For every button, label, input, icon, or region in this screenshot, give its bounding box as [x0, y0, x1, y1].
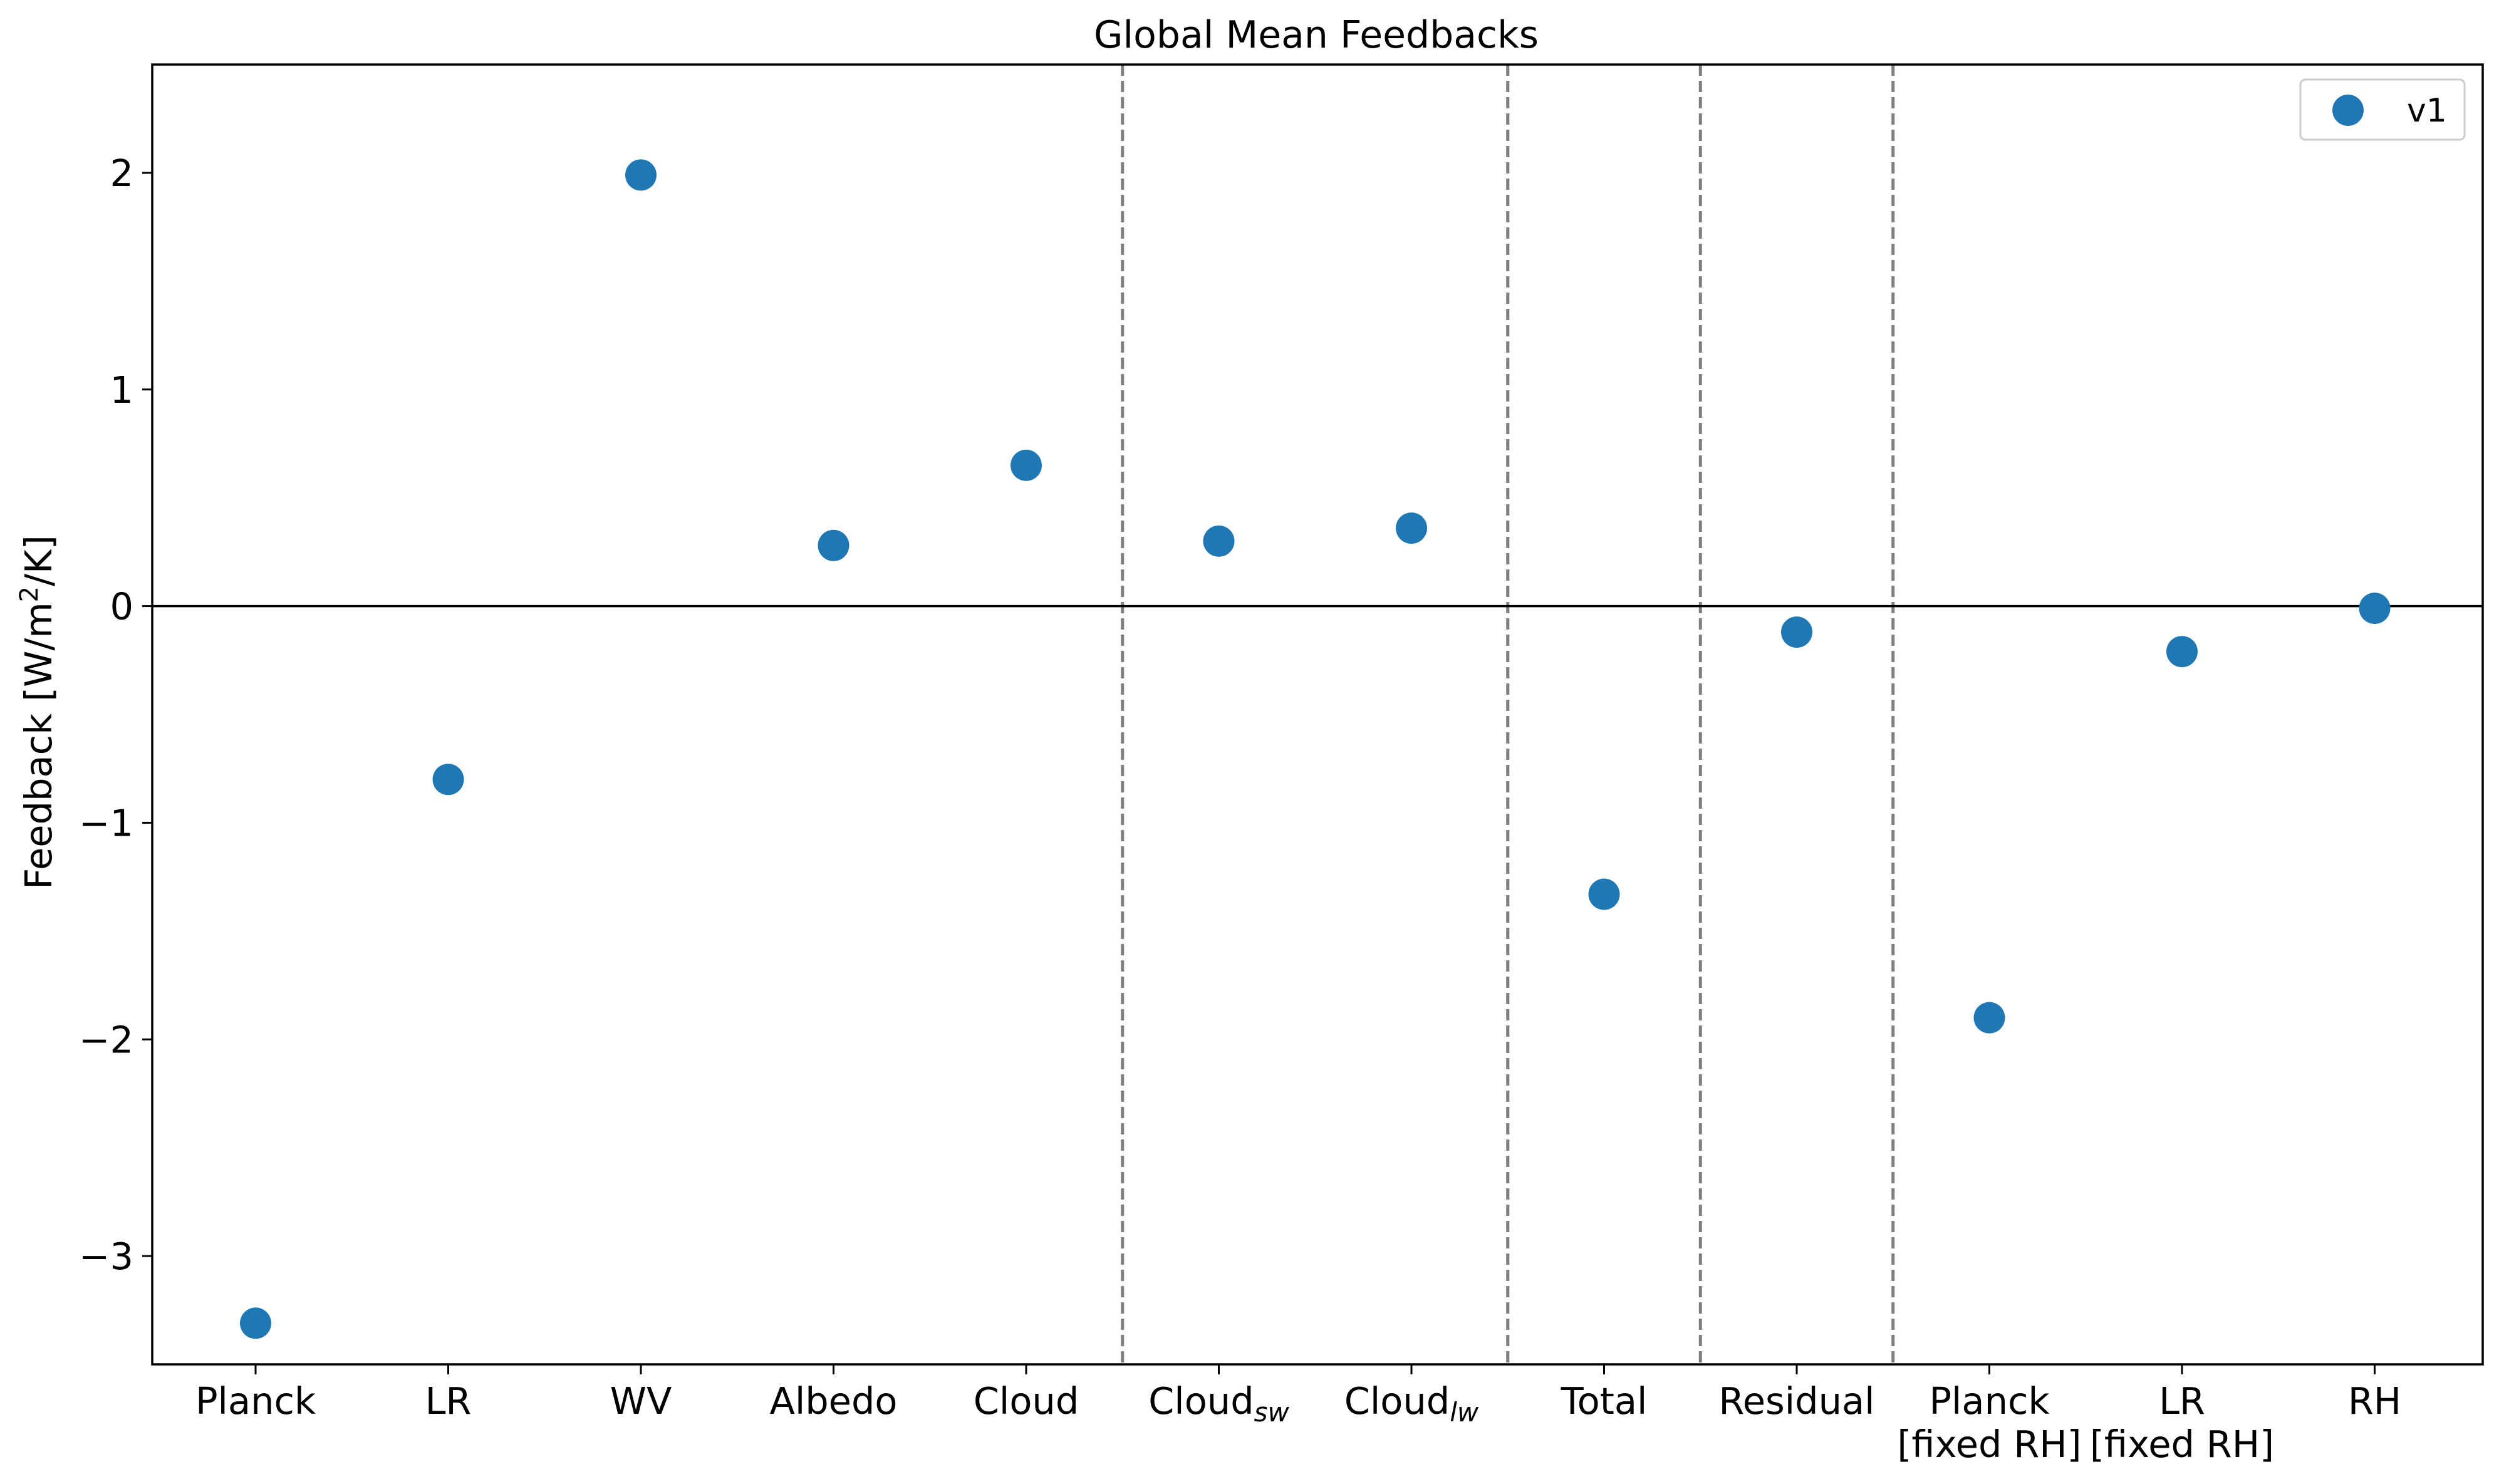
- x-tick-label: WV: [610, 1379, 672, 1423]
- x-tick-label: Cloudsw: [1148, 1379, 1289, 1428]
- legend-frame: [2299, 78, 2466, 141]
- data-point-v1-6: [1203, 525, 1235, 557]
- x-tick-label: Cloudlw: [1344, 1379, 1479, 1428]
- x-tick-label: Residual: [1718, 1379, 1874, 1423]
- y-tick-label: 0: [110, 585, 133, 628]
- axes-frame: [151, 63, 2484, 1366]
- data-point-v1-1: [240, 1307, 271, 1339]
- legend-label-v1: v1: [2407, 92, 2447, 130]
- y-axis-label: Feedback [W/m2/K]: [15, 535, 60, 889]
- data-point-v1-11: [2166, 636, 2198, 668]
- plot-area: −3 −2 −1 0 1 2 Planck LR WV Albedo Cloud Cloudsw Clo…: [79, 63, 2484, 1466]
- x-tick-label: LR: [425, 1379, 472, 1423]
- x-tick-label-line2: [fixed RH]: [1897, 1423, 2081, 1466]
- y-axis-label-tail: /K]: [17, 535, 60, 586]
- data-point-v1-9: [1781, 616, 1812, 648]
- x-tick-label: Planck: [1929, 1379, 2049, 1423]
- data-point-v1-4: [818, 529, 849, 561]
- y-tick-label: −2: [79, 1018, 133, 1061]
- data-point-v1-5: [1011, 449, 1042, 481]
- x-tick-label: Albedo: [769, 1379, 897, 1423]
- y-tick-label: −1: [79, 801, 133, 844]
- y-axis-label-main: Feedback [W/m: [17, 602, 60, 889]
- x-tick-label: Cloud: [974, 1379, 1079, 1423]
- data-point-v1-8: [1588, 878, 1620, 910]
- data-point-v1-7: [1396, 512, 1427, 544]
- x-tick-label: Planck: [195, 1379, 316, 1423]
- y-tick-label: 2: [110, 152, 133, 195]
- data-point-v1-10: [1973, 1002, 2005, 1034]
- x-tick-label: RH: [2348, 1379, 2401, 1423]
- y-axis-label-sup: 2: [15, 586, 44, 602]
- data-point-v1-3: [625, 159, 657, 191]
- x-tick-label: Total: [1561, 1379, 1648, 1423]
- data-point-v1-2: [432, 764, 464, 796]
- data-point-v1-12: [2359, 593, 2391, 625]
- chart-title: Global Mean Feedbacks: [1094, 13, 1539, 57]
- y-tick-label: 1: [110, 368, 133, 412]
- y-tick-label: −3: [79, 1235, 133, 1278]
- legend: v1: [2299, 78, 2466, 141]
- x-tick-label-line2: [fixed RH]: [2090, 1423, 2274, 1466]
- legend-marker-v1: [2332, 95, 2364, 126]
- x-tick-label: LR: [2159, 1379, 2205, 1423]
